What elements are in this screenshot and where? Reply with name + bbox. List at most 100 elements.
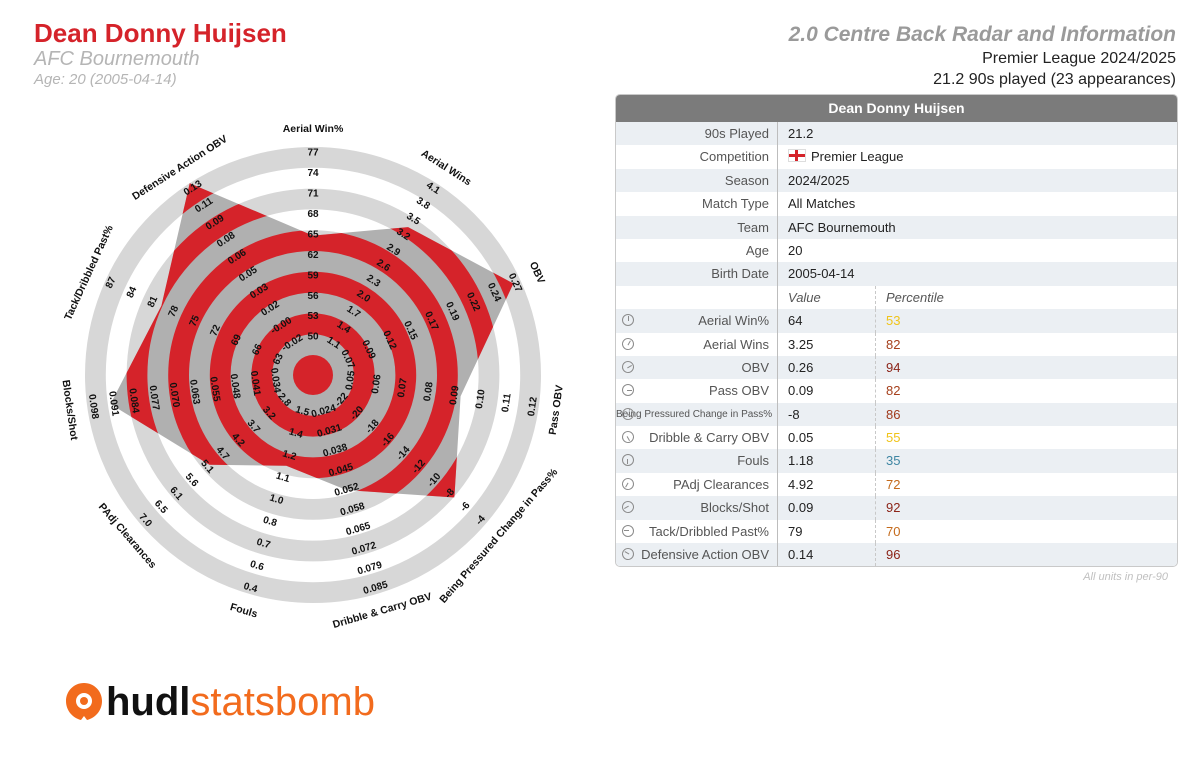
radar-tick-label: 0.6 [249,559,266,574]
metric-label-text: Tack/Dribbled Past% [649,523,769,539]
club-name: AFC Bournemouth [34,48,200,70]
metric-value: 0.26 [778,355,876,380]
metric-label: OBV [616,355,778,380]
row-value: All Matches [788,196,856,212]
metric-row: Fouls 1.18 35 [616,449,1177,473]
radar-axis-label: Pass OBV [547,384,566,435]
value-column-header: Value [778,285,876,310]
radar-ring-filled [251,313,375,437]
row-label: Season [616,168,778,193]
metric-value: 64 [778,309,876,333]
radar-tick-label: 66 [250,342,265,357]
metric-value: -8 [778,402,876,427]
radar-tick-label: 0.09 [448,385,462,406]
info-table: Dean Donny Huijsen 90s Played 21.2 Compet… [615,94,1178,568]
table-row: Season 2024/2025 [616,168,1177,193]
row-value: 2024/2025 [788,172,850,188]
radar-tick-label: 1.4 [288,426,305,441]
radar-tick-label: 69 [229,332,244,347]
radar-tick-label: 1.0 [268,493,285,508]
radar-tick-label: 0.048 [228,373,243,400]
metric-label: Fouls [616,449,778,473]
metric-row: Pass OBV 0.09 82 [616,379,1177,403]
metric-percentile: 55 [886,430,901,446]
table-row: Birth Date 2005-04-14 [616,262,1177,286]
row-label: Birth Date [616,262,778,286]
radar-tick-label: 0.055 [207,376,222,403]
radar-tick-label: 65 [307,229,319,240]
percentile-clock-icon [619,475,637,493]
row-label: Age [616,238,778,263]
metric-percentile: 94 [886,359,901,375]
metric-percentile: 35 [886,453,901,469]
metric-label-text: Aerial Win% [698,313,769,329]
metric-label: Dribble & Carry OBV [616,426,778,450]
competition-value: Premier League [811,149,904,165]
table-column-header: Value Percentile [616,285,1177,310]
row-value: 21.2 [788,126,814,141]
radar-tick-label: 0.034 [268,367,283,394]
metric-label: Aerial Win% [616,309,778,333]
metric-label: PAdj Clearances [616,472,778,497]
radar-tick-label: 87 [104,275,119,290]
radar-tick-label: 0.10 [474,388,488,409]
radar-tick-label: 0.091 [106,391,121,418]
metric-label: Defensive Action OBV [616,543,778,567]
radar-tick-label: 0.063 [187,379,202,406]
metric-percentile: 82 [886,336,901,352]
metric-label: Pass OBV [616,379,778,403]
radar-tick-label: 0.08 [422,381,436,402]
radar-tick-label: 0.098 [86,393,101,420]
percentile-clock-icon [622,454,634,467]
percentile-clock-icon [619,358,637,376]
radar-tick-label: 0.7 [255,537,272,552]
table-row: Age 20 [616,238,1177,263]
row-value: 20 [788,242,803,258]
row-label: Competition [616,145,778,169]
radar-tick-label: 1.5 [294,404,311,419]
radar-tick-label: 1.1 [275,471,292,486]
metric-label: Being Pressured Change in Pass% [616,402,778,427]
table-body: 90s Played 21.2 Competition Premier League… [616,122,1177,567]
metric-label-text: Blocks/Shot [700,500,769,516]
radar-ring-filled [168,230,458,498]
logo-part-b: statsbomb [190,680,375,724]
percentile-clock-icon [619,335,637,352]
metric-percentile: 92 [886,500,901,516]
percentile-clock-icon [619,428,637,446]
statsbomb-logo-icon [66,683,102,720]
logo-part-a: hudl [106,680,191,724]
age-line: Age: 20 (2005-04-14) [34,71,177,88]
radar-tick-label: 77 [307,148,319,159]
metric-row: Aerial Wins 3.25 82 [616,332,1177,356]
report-title: 2.0 Centre Back Radar and Information [788,23,1176,46]
metric-label-text: Defensive Action OBV [641,547,769,563]
row-label [616,285,778,310]
logo-wordmark: hudlstatsbomb [106,678,375,726]
row-value: Premier League [778,145,1175,168]
metric-value: 3.25 [778,332,876,356]
radar-tick-label: 62 [307,250,319,261]
percentile-clock-icon [622,384,634,397]
percentile-column-header: Percentile [886,289,944,305]
radar-ring-filled [209,271,417,479]
metric-row: PAdj Clearances 4.92 72 [616,472,1177,497]
radar-tick-label: 0.07 [396,377,410,398]
radar-tick-label: 0.12 [526,396,540,417]
metric-value: 0.09 [778,496,876,520]
table-row: 90s Played 21.2 [616,122,1177,146]
radar-tick-label: 0.4 [242,581,259,596]
metric-row: Blocks/Shot 0.09 92 [616,496,1177,520]
radar-tick-label: 0.11 [500,392,514,413]
radar-tick-label: 0.041 [248,370,263,397]
player-name: Dean Donny Huijsen [34,18,287,48]
radar-tick-label: 75 [188,313,203,328]
england-flag-icon [788,149,806,163]
radar-axis-label: Blocks/Shot [59,379,80,441]
radar-tick-label: 1.2 [281,448,298,463]
row-value: 2005-04-14 [788,266,855,282]
metric-label-text: Dribble & Carry OBV [649,430,769,446]
metric-label: Aerial Wins [616,332,778,356]
metric-label-text: Pass OBV [709,383,769,399]
